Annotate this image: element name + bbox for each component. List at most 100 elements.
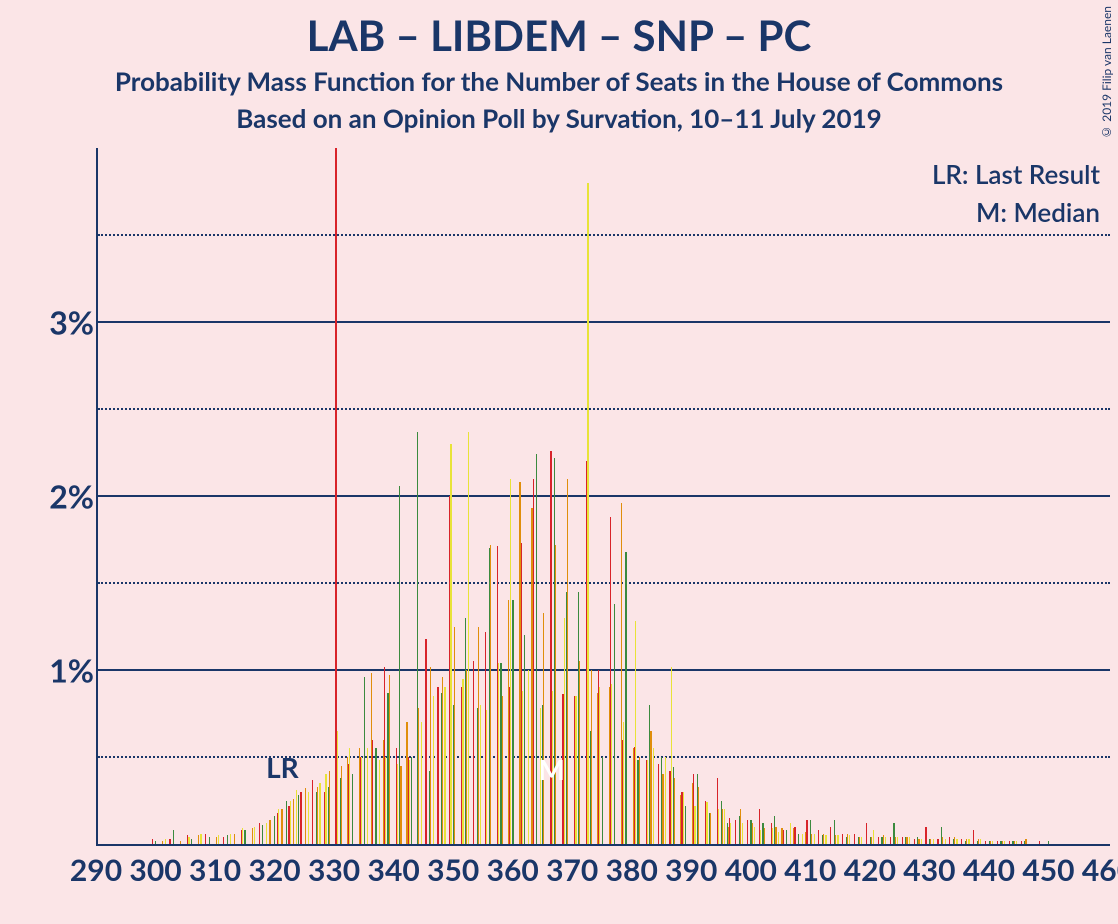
bar	[375, 748, 376, 844]
bar	[685, 806, 686, 844]
bar	[623, 722, 624, 844]
bar	[564, 618, 565, 844]
bar	[433, 696, 434, 844]
bar	[486, 710, 487, 844]
bar	[286, 801, 287, 845]
bar	[281, 809, 282, 844]
chart-subtitle-1: Probability Mass Function for the Number…	[0, 65, 1118, 97]
bar	[543, 613, 544, 844]
bar	[533, 479, 534, 844]
bar	[191, 839, 192, 844]
bar	[466, 670, 467, 844]
bar	[567, 479, 568, 844]
bar	[450, 444, 451, 844]
bar	[385, 757, 386, 844]
bar	[262, 825, 263, 844]
bar	[319, 783, 320, 844]
bar	[349, 748, 350, 844]
bar	[954, 837, 955, 844]
bar	[724, 809, 725, 844]
bar	[308, 792, 309, 844]
bar	[337, 731, 338, 844]
x-axis-label: 290	[70, 852, 122, 888]
bar	[242, 828, 243, 844]
bar	[933, 839, 934, 844]
bar	[783, 830, 784, 844]
bar	[437, 687, 438, 844]
bar	[298, 795, 299, 844]
bar	[502, 696, 503, 844]
bar	[162, 841, 163, 844]
bar	[152, 839, 153, 844]
bar	[209, 837, 210, 844]
bar	[602, 757, 603, 844]
bar	[454, 627, 455, 845]
bar	[155, 841, 156, 844]
bar	[814, 834, 815, 844]
bar	[956, 839, 957, 844]
bar	[830, 827, 831, 844]
bar	[216, 837, 217, 844]
bar	[906, 837, 907, 844]
bar	[425, 639, 426, 844]
bar	[536, 454, 537, 844]
bar	[811, 834, 812, 844]
bar	[1048, 841, 1049, 844]
bar	[775, 827, 776, 844]
bar	[918, 839, 919, 844]
bar	[909, 837, 910, 844]
bar	[778, 832, 779, 844]
chart-title: LAB – LIBDEM – SNP – PC	[0, 10, 1118, 60]
bar	[498, 663, 499, 844]
bar	[961, 839, 962, 844]
x-axis-label: 460	[1082, 852, 1118, 888]
bar	[254, 827, 255, 844]
bar	[823, 834, 824, 844]
bar	[599, 687, 600, 844]
bar	[625, 552, 626, 844]
x-axis-label: 400	[725, 852, 777, 888]
bar	[389, 675, 390, 844]
bar	[462, 679, 463, 844]
x-axis-label: 340	[368, 852, 420, 888]
bar	[806, 820, 807, 844]
bar	[895, 837, 896, 844]
x-axis-label: 350	[427, 852, 479, 888]
bar	[760, 830, 761, 844]
bar	[411, 757, 412, 844]
bar	[1009, 841, 1010, 844]
bar	[522, 691, 523, 844]
bar	[878, 837, 879, 844]
bar	[653, 748, 654, 844]
bar	[802, 834, 803, 844]
bar	[555, 545, 556, 844]
bar	[430, 667, 431, 844]
bar	[409, 760, 410, 844]
x-axis-label: 310	[189, 852, 241, 888]
bar	[266, 823, 267, 844]
bar	[1002, 841, 1003, 844]
x-axis-label: 330	[308, 852, 360, 888]
bar	[510, 479, 511, 844]
bar	[990, 841, 991, 844]
x-axis-label: 390	[665, 852, 717, 888]
bar	[818, 830, 819, 844]
legend-median: M: Median	[976, 196, 1100, 228]
x-axis-label: 370	[546, 852, 598, 888]
bar	[730, 823, 731, 844]
chart-bars	[98, 148, 1110, 844]
bar	[478, 627, 479, 845]
bar	[966, 839, 967, 844]
bar	[198, 835, 199, 844]
y-axis-label: 3%	[49, 303, 94, 342]
bar	[528, 670, 529, 844]
bar	[978, 839, 979, 844]
bar	[524, 635, 525, 844]
bar	[873, 830, 874, 844]
bar	[1021, 841, 1022, 844]
bar	[205, 834, 206, 844]
bar	[218, 835, 219, 844]
bar	[1016, 841, 1017, 844]
bar	[300, 792, 301, 844]
bar	[754, 827, 755, 844]
